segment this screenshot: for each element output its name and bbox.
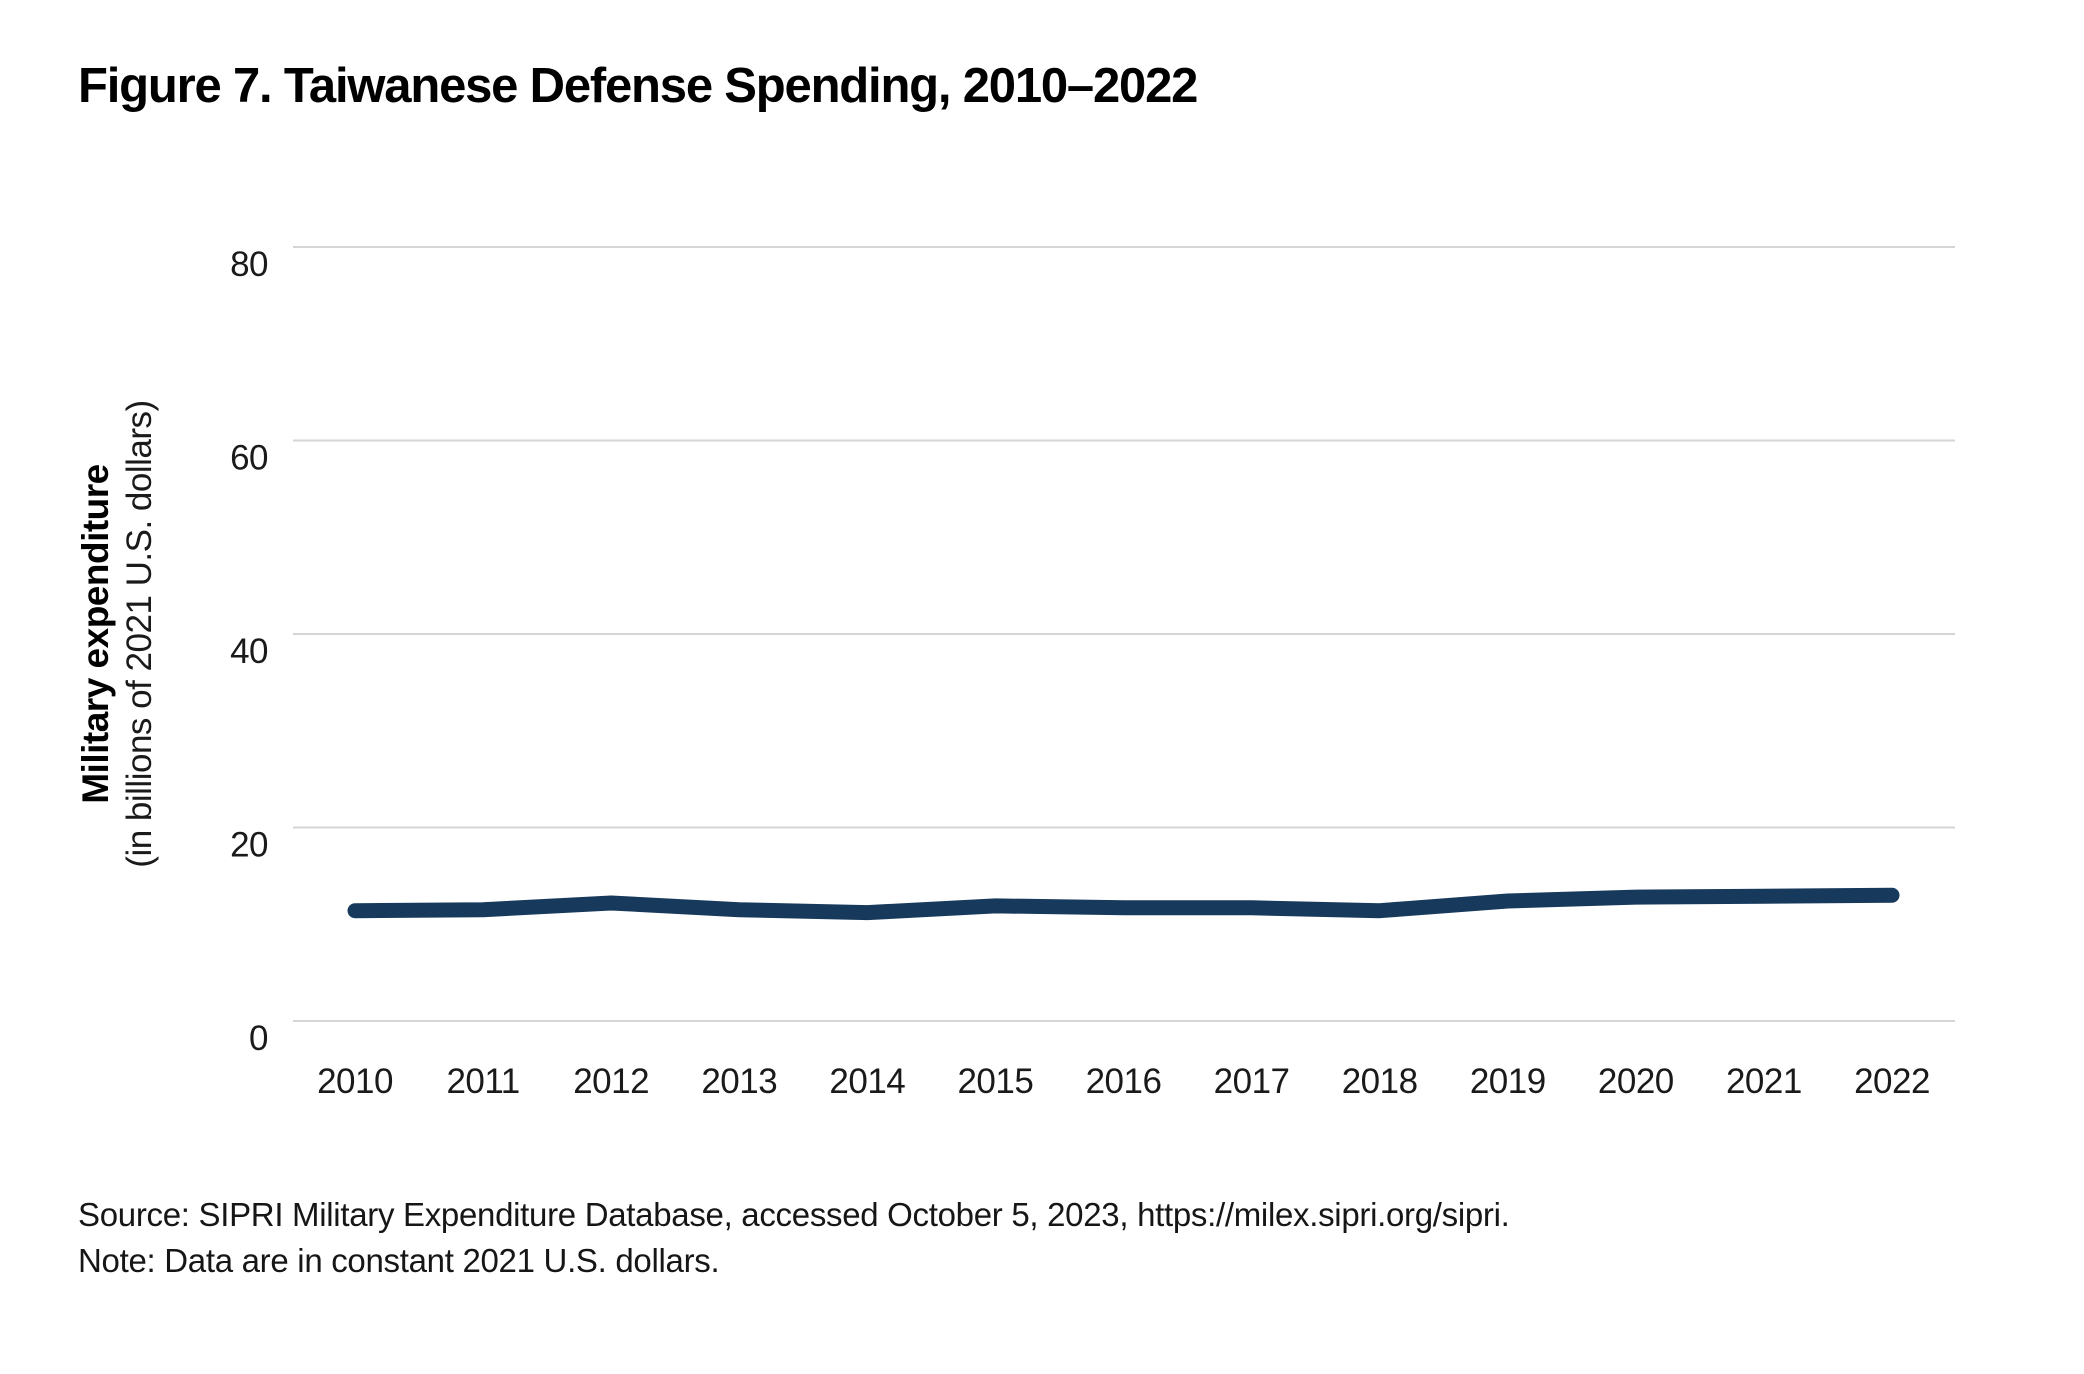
y-tick-label-0: 0 (249, 1019, 268, 1058)
x-tick-label-2016: 2016 (1086, 1062, 1162, 1101)
y-tick-label-20: 20 (230, 826, 268, 865)
spending-line-series (347, 887, 1900, 921)
x-tick-label-2013: 2013 (701, 1062, 777, 1101)
figure-notes: Source: SIPRI Military Expenditure Datab… (78, 1192, 1510, 1284)
x-tick-label-2014: 2014 (829, 1062, 905, 1101)
x-tick-label-2011: 2011 (446, 1062, 519, 1101)
y-tick-label-80: 80 (230, 245, 268, 284)
x-tick-label-2022: 2022 (1854, 1062, 1930, 1101)
y-tick-label-60: 60 (230, 439, 268, 478)
y-axis-title: Military expenditure (75, 464, 116, 804)
x-tick-label-2021: 2021 (1726, 1062, 1802, 1101)
x-tick-label-2015: 2015 (957, 1062, 1033, 1101)
x-tick-label-2017: 2017 (1214, 1062, 1290, 1101)
y-axis-subtitle: (in billions of 2021 U.S. dollars) (120, 400, 159, 867)
figure-title: Figure 7. Taiwanese Defense Spending, 20… (78, 59, 1198, 113)
source-note: Source: SIPRI Military Expenditure Datab… (78, 1196, 1510, 1233)
x-tick-label-2012: 2012 (573, 1062, 649, 1101)
x-tick-label-2010: 2010 (317, 1062, 393, 1101)
x-tick-label-2019: 2019 (1470, 1062, 1546, 1101)
x-tick-label-2020: 2020 (1598, 1062, 1674, 1101)
x-tick-label-2018: 2018 (1342, 1062, 1418, 1101)
data-note: Note: Data are in constant 2021 U.S. dol… (78, 1242, 720, 1279)
y-tick-label-40: 40 (230, 632, 268, 671)
